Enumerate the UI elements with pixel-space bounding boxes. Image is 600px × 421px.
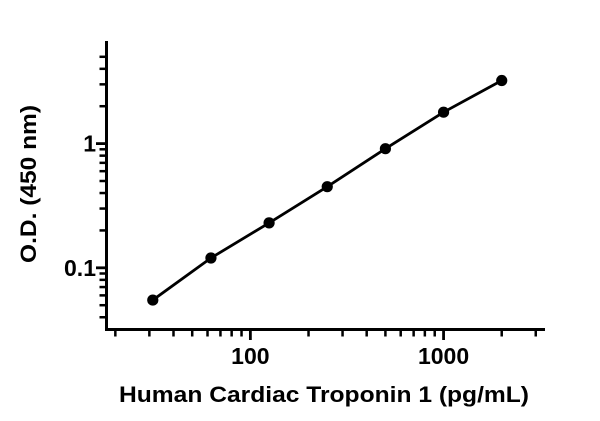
y-axis-spine [105,41,108,331]
data-point [321,181,333,193]
data-point [379,143,392,155]
data-point [437,106,450,118]
data-point [496,74,508,87]
y-axis-title: O.D. (450 nm) [16,105,41,263]
x-axis-spine [105,328,545,331]
y-axis-tick-label: 1 [83,131,96,157]
x-axis-title: Human Cardiac Troponin 1 (pg/mL) [119,382,529,407]
data-point [263,217,275,229]
data-point [147,294,159,306]
x-axis-tick-label: 100 [231,343,269,369]
data-point [205,252,217,264]
x-axis-tick-label: 1000 [418,343,469,369]
y-axis-tick-label: 0.1 [64,255,96,281]
